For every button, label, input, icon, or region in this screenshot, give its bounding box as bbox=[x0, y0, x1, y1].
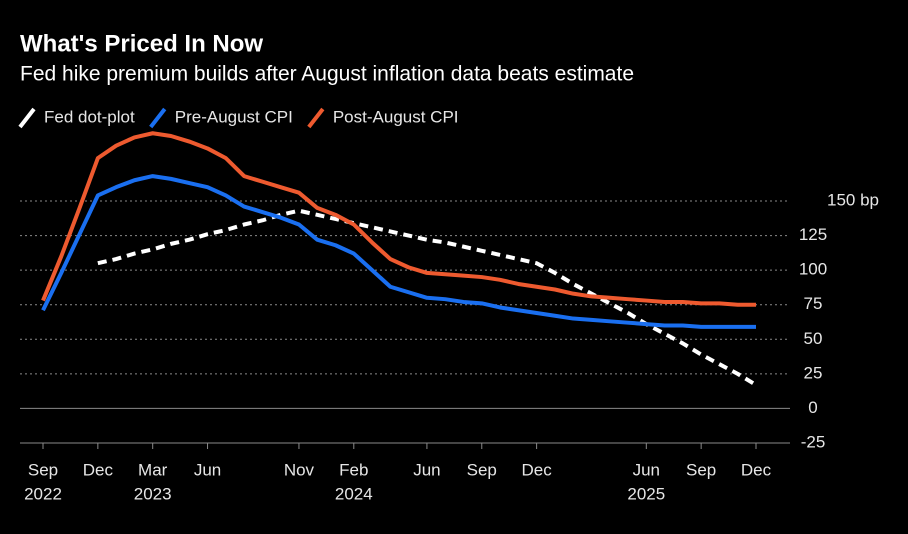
x-tick-label: Sep bbox=[28, 460, 58, 479]
y-tick-label: 25 bbox=[804, 363, 823, 382]
legend-label: Post-August CPI bbox=[333, 107, 459, 126]
chart-subtitle: Fed hike premium builds after August inf… bbox=[20, 63, 634, 86]
y-tick-label: 100 bbox=[799, 260, 827, 279]
y-tick-label: 125 bbox=[799, 225, 827, 244]
y-tick-label: 75 bbox=[804, 294, 823, 313]
x-year-label: 2024 bbox=[335, 484, 373, 503]
legend-swatch bbox=[307, 107, 325, 129]
x-tick-label: Dec bbox=[521, 460, 552, 479]
legend-swatch bbox=[18, 107, 36, 129]
x-tick-label: Dec bbox=[741, 460, 772, 479]
y-tick-label: 150 bp bbox=[827, 190, 879, 209]
legend-swatch bbox=[149, 107, 167, 129]
legend-label: Pre-August CPI bbox=[175, 107, 293, 126]
line-series bbox=[41, 131, 756, 307]
x-tick-label: Nov bbox=[284, 460, 315, 479]
x-tick-label: Sep bbox=[467, 460, 497, 479]
x-tick-label: Sep bbox=[686, 460, 716, 479]
y-tick-label: 50 bbox=[804, 329, 823, 348]
x-tick-label: Feb bbox=[339, 460, 368, 479]
x-tick-label: Dec bbox=[83, 460, 114, 479]
chart-title: What's Priced In Now bbox=[20, 30, 263, 57]
line-series bbox=[41, 174, 756, 329]
x-year-label: 2025 bbox=[627, 484, 665, 503]
x-tick-label: Jun bbox=[194, 460, 221, 479]
x-tick-label: Jun bbox=[633, 460, 660, 479]
x-tick-label: Mar bbox=[138, 460, 168, 479]
x-tick-label: Jun bbox=[413, 460, 440, 479]
y-tick-label: -25 bbox=[801, 432, 826, 451]
x-year-label: 2023 bbox=[134, 484, 172, 503]
x-year-label: 2022 bbox=[24, 484, 62, 503]
legend-label: Fed dot-plot bbox=[44, 107, 135, 126]
y-tick-label: 0 bbox=[808, 398, 817, 417]
